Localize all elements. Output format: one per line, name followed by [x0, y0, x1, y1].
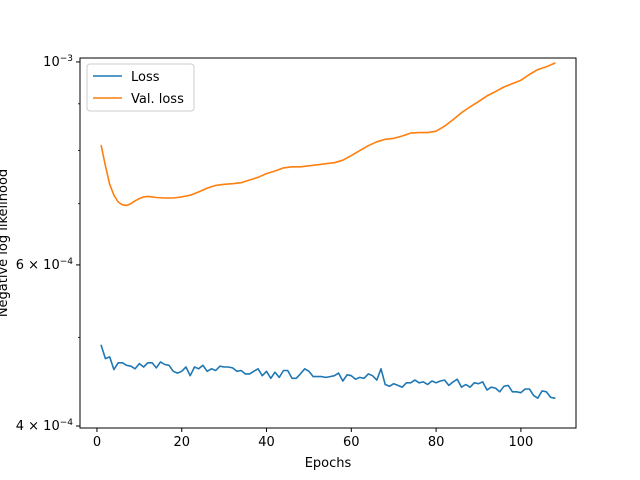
y-axis-label: Negative log likelihood: [0, 169, 11, 317]
x-axis-label: Epochs: [305, 456, 352, 471]
plot-background: [80, 58, 576, 428]
x-tick-label: 0: [93, 435, 101, 450]
x-tick-label: 100: [508, 435, 533, 450]
y-tick-label: 4 × 10−4: [16, 418, 74, 434]
legend-label: Loss: [131, 70, 160, 85]
x-tick-label: 60: [343, 435, 360, 450]
x-axis: 0 20 40 60 80 100: [93, 428, 533, 450]
plot-frame: [79, 57, 577, 429]
y-tick-label: 10−3: [43, 54, 73, 70]
legend: Loss Val. loss: [86, 63, 195, 112]
x-tick-label: 80: [428, 435, 445, 450]
y-axis: 10−3 6 × 10−4 4 × 10−4: [16, 54, 80, 434]
x-tick-label: 20: [173, 435, 190, 450]
series-line-1: [100, 62, 556, 207]
y-tick-label: 6 × 10−4: [16, 257, 74, 273]
series-line-0: [100, 344, 556, 400]
legend-label: Val. loss: [131, 92, 184, 107]
x-tick-label: 40: [258, 435, 275, 450]
series-layer: [100, 62, 556, 400]
